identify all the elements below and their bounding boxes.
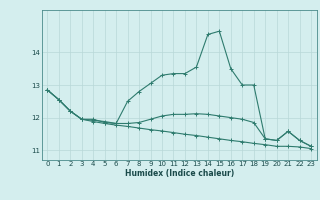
X-axis label: Humidex (Indice chaleur): Humidex (Indice chaleur) [124, 169, 234, 178]
